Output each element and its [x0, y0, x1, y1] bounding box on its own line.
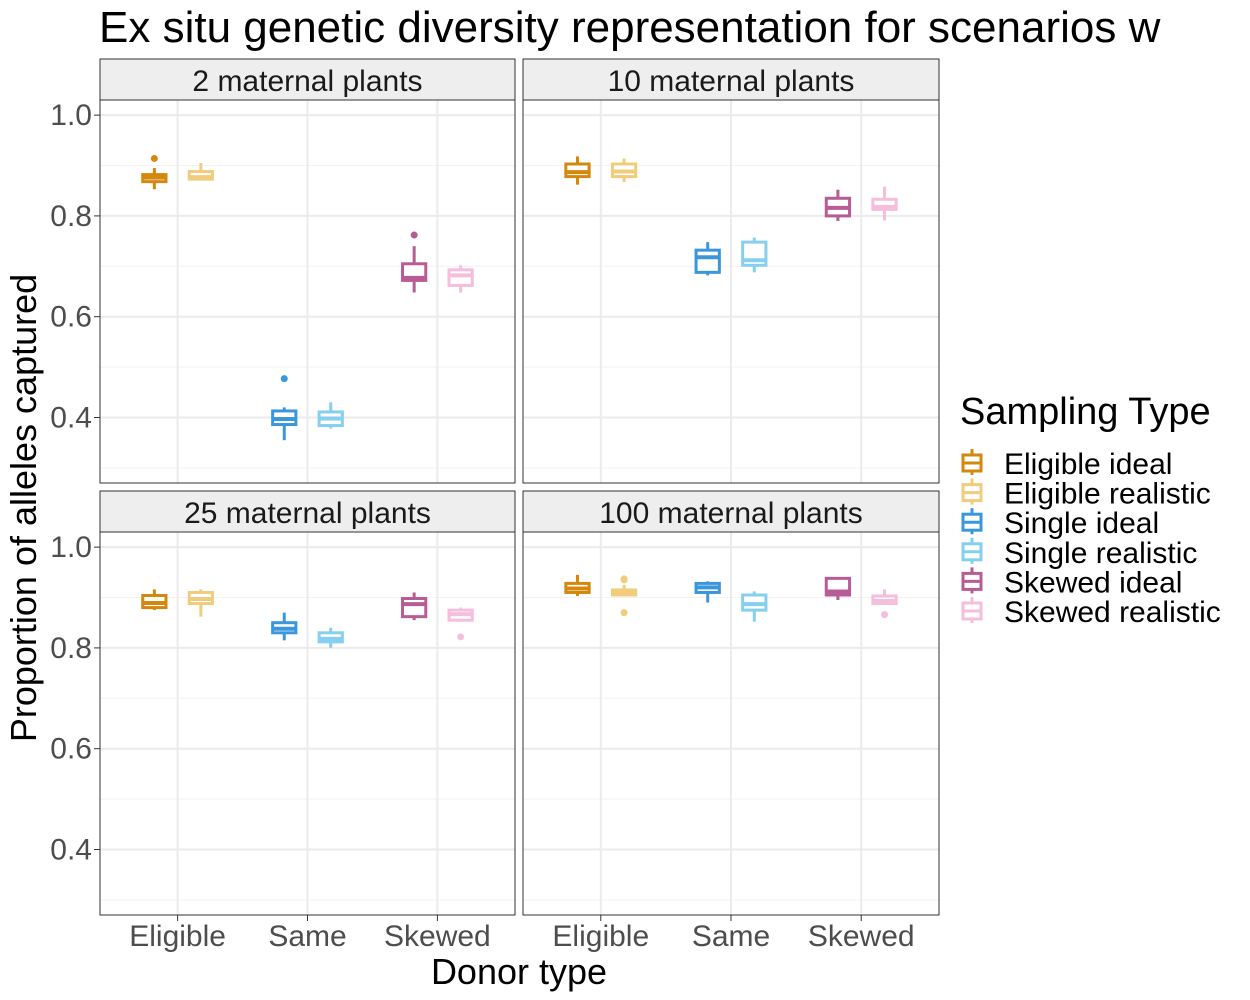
legend-label: Eligible realistic [1004, 478, 1211, 511]
box-eligible-ideal [564, 574, 591, 597]
legend-item: Eligible realistic [961, 478, 1211, 511]
y-axis-title: Proportion of alleles captured [3, 274, 44, 742]
box-same-ideal [694, 581, 721, 603]
box-skewed-ideal [824, 576, 852, 601]
y-tick-label: 1.0 [50, 531, 92, 564]
box-eligible-ideal [141, 154, 168, 190]
box-skewed-ideal [401, 592, 428, 621]
x-tick-label: Same [268, 920, 346, 953]
facet-strip-label: 10 maternal plants [608, 65, 855, 98]
outlier-point [150, 154, 158, 162]
legend-item: Single realistic [961, 537, 1197, 570]
box-skewed-realistic [447, 265, 474, 293]
legend-item: Single ideal [961, 507, 1159, 540]
box-body [871, 197, 898, 211]
facet-panel: 25 maternal plants 0.4 0.6 0.8 1.0 Eligible Sa… [50, 490, 516, 953]
box-same-realistic [741, 237, 768, 273]
facet-panel: 2 maternal plants 0.4 0.6 0.8 1.0 [50, 58, 516, 484]
box-body [694, 248, 721, 274]
y-tick-label: 0.4 [50, 833, 92, 866]
facet-strip-label: 25 maternal plants [184, 497, 431, 530]
x-tick-label: Skewed [384, 920, 491, 953]
y-tick-label: 0.6 [50, 733, 92, 766]
box-body [447, 268, 474, 287]
box-same-realistic [317, 402, 344, 429]
facet-strip [522, 490, 940, 533]
x-tick-label: Skewed [808, 920, 915, 953]
y-tick-label: 0.8 [50, 200, 92, 233]
box-eligible-ideal [564, 156, 591, 185]
legend-label: Eligible ideal [1004, 448, 1172, 481]
box-same-ideal [271, 612, 298, 641]
facet-panel: 10 maternal plants [522, 58, 940, 484]
box-eligible-ideal [141, 589, 168, 611]
y-tick-label: 0.4 [50, 401, 92, 434]
box-skewed-ideal [824, 189, 852, 221]
facet-strip-label: 100 maternal plants [599, 497, 863, 530]
facet-panel: 100 maternal plants Eligible Same Skewed [522, 490, 940, 953]
legend-label: Single realistic [1004, 537, 1197, 570]
facet-panels: 2 maternal plants 0.4 0.6 0.8 1.0 10 maternal… [50, 58, 940, 953]
box-skewed-ideal [401, 231, 428, 293]
outlier-point [410, 231, 418, 239]
x-tick-label: Eligible [552, 920, 649, 953]
legend-label: Single ideal [1004, 507, 1159, 540]
box-same-realistic [741, 591, 768, 622]
box-eligible-realistic [610, 575, 638, 617]
box-skewed-realistic [447, 607, 474, 641]
outlier-point [280, 375, 288, 383]
legend-item: Skewed ideal [961, 566, 1182, 599]
box-eligible-realistic [187, 589, 214, 617]
legend-title: Sampling Type [960, 391, 1211, 433]
outlier-point [620, 575, 628, 583]
box-same-realistic [317, 627, 344, 648]
x-tick-label: Eligible [129, 920, 226, 953]
legend-label: Skewed realistic [1004, 596, 1221, 629]
y-tick-label: 0.6 [50, 301, 92, 334]
outlier-point [881, 611, 889, 619]
facet-strip [99, 58, 516, 101]
box-same-ideal [271, 375, 298, 441]
y-tick-label: 1.0 [50, 99, 92, 132]
box-skewed-realistic [871, 186, 898, 221]
legend-item: Eligible ideal [961, 448, 1172, 481]
chart-title: Ex situ genetic diversity representation… [99, 3, 1161, 52]
legend-label: Skewed ideal [1004, 566, 1182, 599]
box-same-ideal [694, 242, 721, 276]
box-body [401, 597, 428, 619]
x-axis-title: Donor type [431, 951, 607, 992]
facet-strip [99, 490, 516, 533]
box-eligible-realistic [187, 162, 214, 181]
box-eligible-realistic [610, 158, 638, 183]
outlier-point [620, 609, 628, 617]
panel-border [522, 99, 940, 484]
legend-item: Skewed realistic [961, 596, 1221, 629]
outlier-point [457, 633, 465, 641]
panel-border [99, 99, 516, 484]
facet-strip-label: 2 maternal plants [192, 65, 422, 98]
y-tick-label: 0.8 [50, 632, 92, 665]
facet-strip [522, 58, 940, 101]
x-tick-label: Same [692, 920, 770, 953]
box-skewed-realistic [871, 589, 898, 619]
